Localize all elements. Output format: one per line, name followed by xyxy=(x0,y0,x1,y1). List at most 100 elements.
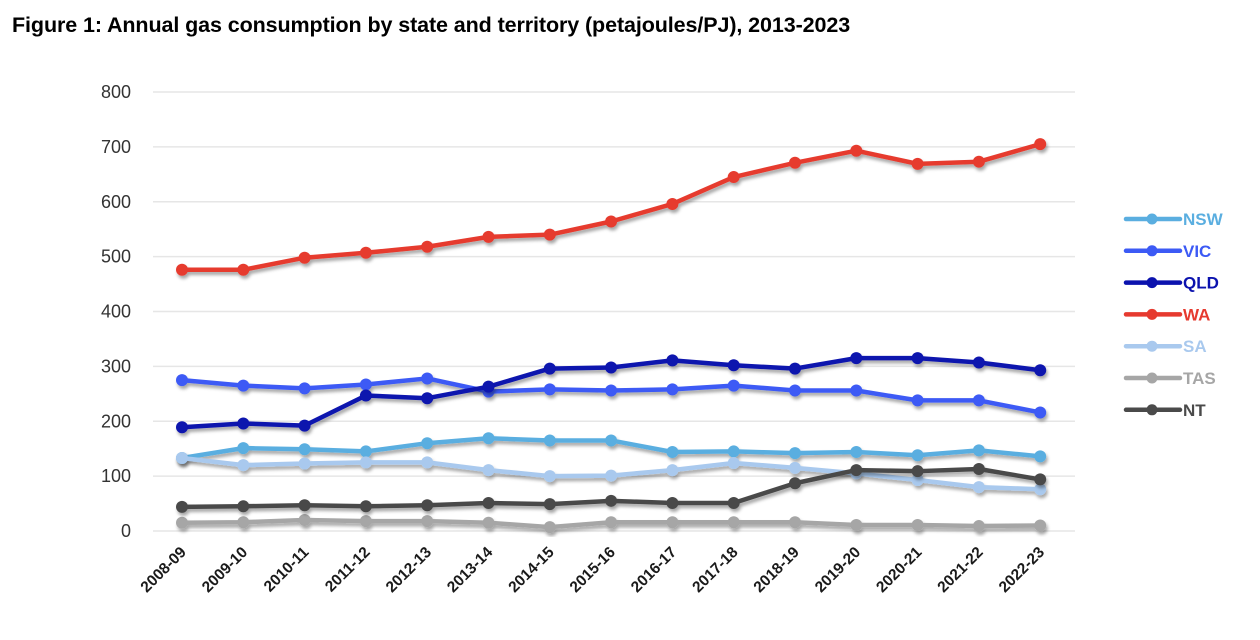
legend-label: NSW xyxy=(1183,210,1224,229)
data-point-wa xyxy=(666,197,679,210)
data-point-vic xyxy=(543,383,556,396)
data-point-sa xyxy=(789,461,801,474)
x-tick-label: 2022-23 xyxy=(996,544,1049,597)
data-point-nt xyxy=(543,498,556,511)
data-point-qld xyxy=(237,417,250,430)
y-tick-label: 400 xyxy=(101,302,131,322)
data-point-nsw xyxy=(666,445,679,458)
legend-item-tas: TAS xyxy=(1123,369,1216,388)
data-point-sa xyxy=(421,456,434,469)
data-point-nsw xyxy=(789,447,801,460)
data-point-tas xyxy=(359,515,372,528)
data-point-vic xyxy=(421,372,434,385)
data-point-vic xyxy=(298,382,311,395)
data-point-wa xyxy=(789,156,801,169)
data-point-qld xyxy=(421,392,434,405)
data-point-wa xyxy=(482,230,495,243)
data-point-nsw xyxy=(298,443,311,456)
data-point-sa xyxy=(911,473,924,486)
data-point-qld xyxy=(359,389,372,402)
data-point-nt xyxy=(911,465,924,478)
data-point-nsw xyxy=(543,434,556,447)
x-tick-label: 2019-20 xyxy=(812,544,864,596)
y-tick-label: 0 xyxy=(121,521,131,541)
x-tick-label: 2012-13 xyxy=(383,544,436,597)
x-tick-label: 2008-09 xyxy=(138,544,191,597)
x-tick-label: 2020-21 xyxy=(873,544,926,597)
data-point-qld xyxy=(176,421,188,434)
data-point-qld xyxy=(789,362,801,375)
y-tick-label: 800 xyxy=(101,82,131,102)
data-point-nt xyxy=(298,499,311,512)
x-tick-label: 2018-19 xyxy=(751,544,804,597)
y-tick-label: 500 xyxy=(101,247,131,267)
data-point-nt xyxy=(972,462,985,475)
legend-marker-icon xyxy=(1146,245,1158,257)
data-point-qld xyxy=(666,354,679,367)
data-point-qld xyxy=(543,362,556,375)
series-nt xyxy=(176,462,1047,513)
data-point-nt xyxy=(237,500,250,513)
data-point-nt xyxy=(850,464,863,477)
data-point-nt xyxy=(176,500,188,513)
series-sa xyxy=(176,452,1047,496)
data-point-sa xyxy=(605,469,618,482)
data-point-sa xyxy=(298,457,311,470)
data-point-wa xyxy=(543,228,556,241)
data-point-nsw xyxy=(421,437,434,450)
data-point-qld xyxy=(911,352,924,365)
data-point-vic xyxy=(237,379,250,392)
data-point-tas xyxy=(605,516,618,529)
data-point-nsw xyxy=(237,442,250,455)
data-point-tas xyxy=(298,514,311,527)
data-point-vic xyxy=(176,374,188,387)
legend-marker-icon xyxy=(1146,308,1158,320)
data-point-nt xyxy=(727,497,740,510)
legend-label: NT xyxy=(1183,401,1206,420)
legend-item-nsw: NSW xyxy=(1123,210,1224,229)
data-point-nt xyxy=(789,477,801,490)
series-layer xyxy=(176,138,1047,534)
series-tas xyxy=(176,514,1047,534)
data-point-tas xyxy=(727,516,740,529)
x-axis: 2008-09 2009-10 2010-11 2011-12 2012-13 2013-… xyxy=(138,544,1049,597)
y-tick-label: 700 xyxy=(101,137,131,157)
data-point-wa xyxy=(911,157,924,170)
data-point-vic xyxy=(972,394,985,407)
y-tick-label: 100 xyxy=(101,466,131,486)
legend-item-qld: QLD xyxy=(1123,274,1219,293)
data-point-wa xyxy=(727,171,740,184)
data-point-vic xyxy=(789,384,801,397)
legend-label: VIC xyxy=(1183,242,1211,261)
data-point-sa xyxy=(727,456,740,469)
data-point-qld xyxy=(298,419,311,432)
data-point-sa xyxy=(359,456,372,469)
data-point-wa xyxy=(176,263,188,276)
x-tick-label: 2016-17 xyxy=(628,544,680,596)
data-point-nsw xyxy=(1034,450,1047,463)
data-point-vic xyxy=(850,384,863,397)
data-point-nt xyxy=(359,500,372,513)
data-point-qld xyxy=(727,359,740,372)
data-point-sa xyxy=(176,452,188,465)
data-point-nsw xyxy=(972,444,985,457)
data-point-vic xyxy=(727,379,740,392)
data-point-qld xyxy=(605,361,618,374)
data-point-nsw xyxy=(911,449,924,462)
x-tick-label: 2009-10 xyxy=(199,544,251,596)
data-point-wa xyxy=(972,155,985,168)
legend-marker-icon xyxy=(1146,372,1158,384)
legend-label: WA xyxy=(1183,305,1210,324)
y-tick-label: 600 xyxy=(101,192,131,212)
data-point-qld xyxy=(482,380,495,393)
chart-title: Figure 1: Annual gas consumption by stat… xyxy=(12,13,851,37)
legend-item-wa: WA xyxy=(1123,305,1210,324)
data-point-nsw xyxy=(359,445,372,458)
data-point-nsw xyxy=(605,434,618,447)
legend-marker-icon xyxy=(1146,277,1158,289)
x-tick-label: 2014-15 xyxy=(505,544,558,597)
data-point-nt xyxy=(421,499,434,512)
data-point-tas xyxy=(543,521,556,534)
data-point-qld xyxy=(972,356,985,369)
